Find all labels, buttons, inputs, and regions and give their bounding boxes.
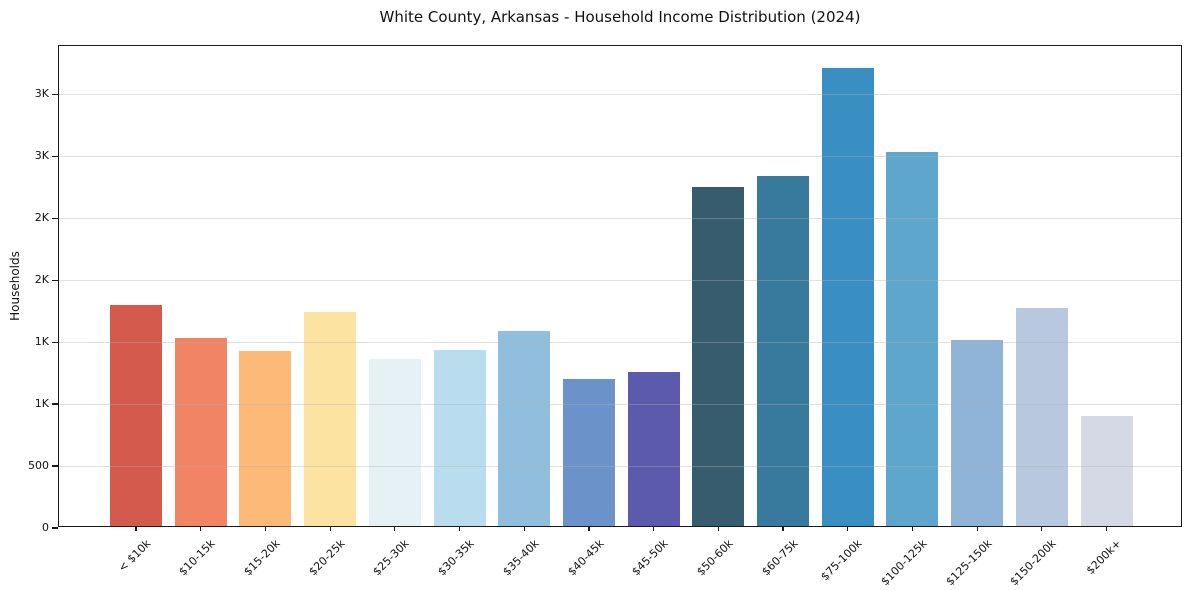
x-tick-mark xyxy=(135,526,137,531)
x-tick-mark xyxy=(717,526,719,531)
x-tick-label: $200k+ xyxy=(1083,537,1124,578)
gridline xyxy=(59,465,1181,467)
y-tick-label: 0 xyxy=(42,520,49,534)
x-tick-label: $20-25k xyxy=(306,537,348,579)
x-tick-label: $25-30k xyxy=(370,537,413,579)
x-tick-mark xyxy=(1105,526,1108,531)
y-axis-label: Households xyxy=(8,251,22,321)
y-tick-mark xyxy=(52,155,58,157)
bar-16 xyxy=(1080,416,1133,526)
x-tick-mark xyxy=(458,526,461,531)
x-tick-mark xyxy=(264,526,267,531)
bar-4 xyxy=(304,312,357,526)
x-tick-mark xyxy=(329,526,331,531)
x-tick-label: $100-125k xyxy=(878,537,930,589)
x-tick-mark xyxy=(911,526,914,531)
x-tick-label: $30-35k xyxy=(435,537,477,579)
y-tick-mark xyxy=(52,93,58,95)
x-tick-mark xyxy=(782,526,784,531)
x-tick-mark xyxy=(976,526,978,531)
bar-13 xyxy=(886,152,939,526)
bar-1 xyxy=(110,305,162,526)
x-tick-mark xyxy=(653,526,655,531)
gridline xyxy=(59,341,1181,343)
y-tick-mark xyxy=(52,341,58,343)
x-tick-mark xyxy=(588,526,590,531)
x-tick-label: < $10k xyxy=(115,537,154,575)
bar-6 xyxy=(433,350,486,526)
y-tick-label: 500 xyxy=(28,458,49,472)
x-tick-label: $150-200k xyxy=(1007,537,1060,589)
bar-2 xyxy=(174,338,227,526)
y-tick-label: 1K xyxy=(34,396,49,410)
gridline xyxy=(59,279,1181,281)
x-tick-label: $125-150k xyxy=(943,537,995,589)
gridline xyxy=(59,217,1181,219)
y-tick-mark xyxy=(52,465,58,467)
gridline xyxy=(59,403,1181,405)
y-tick-label: 2K xyxy=(34,210,49,224)
x-tick-mark xyxy=(523,526,525,531)
bar-7 xyxy=(498,330,551,526)
x-tick-label: $10-15k xyxy=(176,537,218,579)
x-tick-label: $60-75k xyxy=(758,537,801,579)
x-tick-label: $50-60k xyxy=(694,537,736,579)
chart-title: White County, Arkansas - Household Incom… xyxy=(379,8,861,26)
y-tick-label: 3K xyxy=(34,148,49,162)
y-tick-mark xyxy=(52,403,58,405)
y-tick-mark xyxy=(52,279,58,281)
bar-8 xyxy=(562,379,615,526)
plot-area: 0 500 1K 1K 2K 2K 3K 3K < $10k $10-15k $15-20k $20-… xyxy=(28,45,1182,588)
x-tick-label: $35-40k xyxy=(500,537,542,579)
x-tick-mark xyxy=(847,526,849,531)
y-tick-mark xyxy=(52,527,58,529)
bar-15 xyxy=(1015,307,1068,526)
y-tick-label: 1K xyxy=(34,334,49,348)
bar-11 xyxy=(757,176,809,526)
x-tick-mark xyxy=(394,526,396,531)
bar-12 xyxy=(821,67,874,526)
x-tick-label: $45-50k xyxy=(629,537,671,579)
y-tick-mark xyxy=(52,217,58,219)
y-tick-label: 3K xyxy=(34,86,49,100)
x-tick-label: $75-100k xyxy=(818,537,865,584)
bar-14 xyxy=(951,339,1004,526)
y-tick-label: 2K xyxy=(34,272,49,286)
x-tick-label: $40-45k xyxy=(564,537,607,579)
bar-9 xyxy=(627,372,680,526)
gridline xyxy=(59,155,1181,157)
bar-3 xyxy=(239,351,292,526)
bar-10 xyxy=(692,187,745,526)
x-tick-mark xyxy=(200,526,202,531)
bar-5 xyxy=(368,358,421,526)
gridline xyxy=(59,93,1181,95)
x-tick-mark xyxy=(1041,526,1043,531)
x-tick-label: $15-20k xyxy=(241,537,283,579)
